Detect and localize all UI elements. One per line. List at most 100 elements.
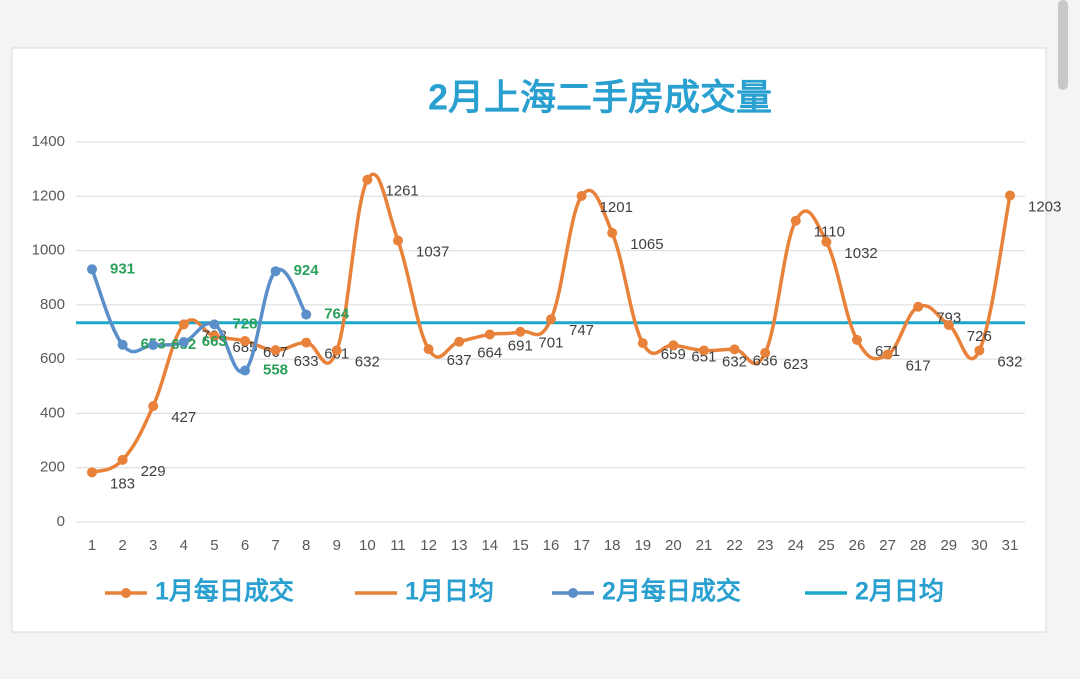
data-label: 558 (263, 362, 288, 379)
data-point (668, 340, 679, 351)
data-point (240, 335, 250, 346)
data-label: 1032 (844, 245, 877, 262)
data-label: 617 (906, 357, 931, 374)
data-label: 1201 (600, 199, 633, 216)
data-label: 728 (232, 315, 257, 332)
data-point (729, 344, 740, 355)
x-tick-label: 22 (726, 537, 743, 554)
data-point (1005, 190, 1015, 201)
x-tick-label: 13 (451, 537, 468, 554)
data-point (148, 401, 159, 412)
data-label: 764 (324, 306, 350, 323)
data-point (974, 345, 985, 356)
x-tick-label: 2 (118, 537, 126, 554)
x-tick-label: 30 (971, 537, 988, 554)
x-tick-label: 14 (481, 537, 498, 554)
x-tick-label: 1 (88, 537, 96, 554)
x-tick-label: 15 (512, 537, 529, 554)
data-label: 229 (141, 463, 166, 480)
x-tick-label: 16 (543, 537, 560, 554)
data-label: 633 (294, 353, 319, 370)
x-tick-label: 19 (634, 537, 651, 554)
data-point (607, 227, 618, 238)
data-label: 632 (355, 353, 380, 370)
data-point (270, 345, 281, 356)
data-label: 691 (508, 337, 533, 354)
x-tick-label: 7 (271, 537, 279, 554)
legend-marker (121, 588, 131, 598)
data-label: 636 (753, 352, 778, 369)
data-label: 663 (202, 333, 227, 350)
x-tick-label: 17 (573, 537, 590, 554)
y-tick-label: 0 (57, 513, 65, 530)
x-tick-label: 25 (818, 537, 835, 554)
data-label: 632 (722, 353, 747, 370)
y-tick-label: 1400 (32, 133, 65, 150)
data-point (821, 236, 832, 247)
data-point (423, 344, 434, 355)
x-tick-label: 4 (180, 537, 188, 554)
data-point (87, 264, 97, 275)
scrollbar[interactable] (1058, 0, 1068, 90)
data-label: 1037 (416, 243, 449, 260)
data-label: 924 (294, 262, 320, 279)
data-label: 701 (538, 335, 563, 352)
data-point (178, 337, 189, 348)
legend-label: 2月日均 (855, 578, 944, 606)
data-point (546, 314, 556, 325)
data-label: 632 (997, 353, 1022, 370)
data-point (301, 309, 312, 320)
x-tick-label: 31 (1002, 537, 1019, 554)
data-point (117, 339, 128, 350)
data-label: 793 (936, 310, 961, 327)
x-tick-label: 11 (390, 537, 406, 554)
data-point (913, 301, 924, 312)
data-label: 427 (171, 409, 196, 426)
x-tick-label: 9 (333, 537, 341, 554)
x-tick-label: 27 (879, 537, 896, 554)
data-label: 1065 (630, 236, 663, 253)
data-label: 664 (477, 345, 502, 362)
data-label: 726 (967, 328, 992, 345)
data-point (760, 347, 771, 358)
x-tick-label: 26 (849, 537, 866, 554)
data-point (637, 338, 648, 349)
chart-title: 2月上海二手房成交量 (428, 77, 772, 118)
data-point (362, 174, 373, 185)
data-label: 623 (783, 356, 808, 373)
legend-label: 1月每日成交 (155, 577, 294, 606)
y-tick-label: 800 (40, 296, 65, 313)
x-tick-label: 10 (359, 537, 376, 554)
x-tick-label: 6 (241, 537, 249, 554)
data-label: 747 (569, 322, 594, 339)
data-point (148, 340, 159, 351)
data-point (790, 215, 801, 226)
y-tick-label: 1200 (32, 187, 65, 204)
x-tick-label: 28 (910, 537, 927, 554)
legend-label: 2月每日成交 (602, 577, 741, 606)
y-tick-label: 600 (40, 350, 65, 367)
data-point (117, 454, 128, 465)
data-point (240, 365, 250, 376)
data-point (852, 334, 862, 345)
data-point (209, 319, 220, 330)
y-tick-label: 1000 (32, 242, 65, 259)
data-point (209, 331, 220, 342)
data-point (454, 336, 465, 347)
x-tick-label: 18 (604, 537, 621, 554)
data-label: 1110 (814, 224, 845, 241)
data-point (393, 235, 403, 246)
x-tick-label: 21 (696, 537, 713, 554)
data-label: 1261 (385, 183, 418, 200)
data-label: 685 (232, 339, 257, 356)
data-point (87, 467, 97, 478)
data-label: 931 (110, 260, 135, 277)
data-label: 659 (661, 346, 686, 363)
x-tick-label: 5 (210, 537, 218, 554)
data-point (178, 319, 189, 330)
data-point (270, 266, 281, 277)
data-point (943, 319, 954, 330)
y-tick-label: 200 (40, 459, 65, 476)
x-tick-label: 29 (940, 537, 957, 554)
data-label: 637 (447, 352, 472, 369)
